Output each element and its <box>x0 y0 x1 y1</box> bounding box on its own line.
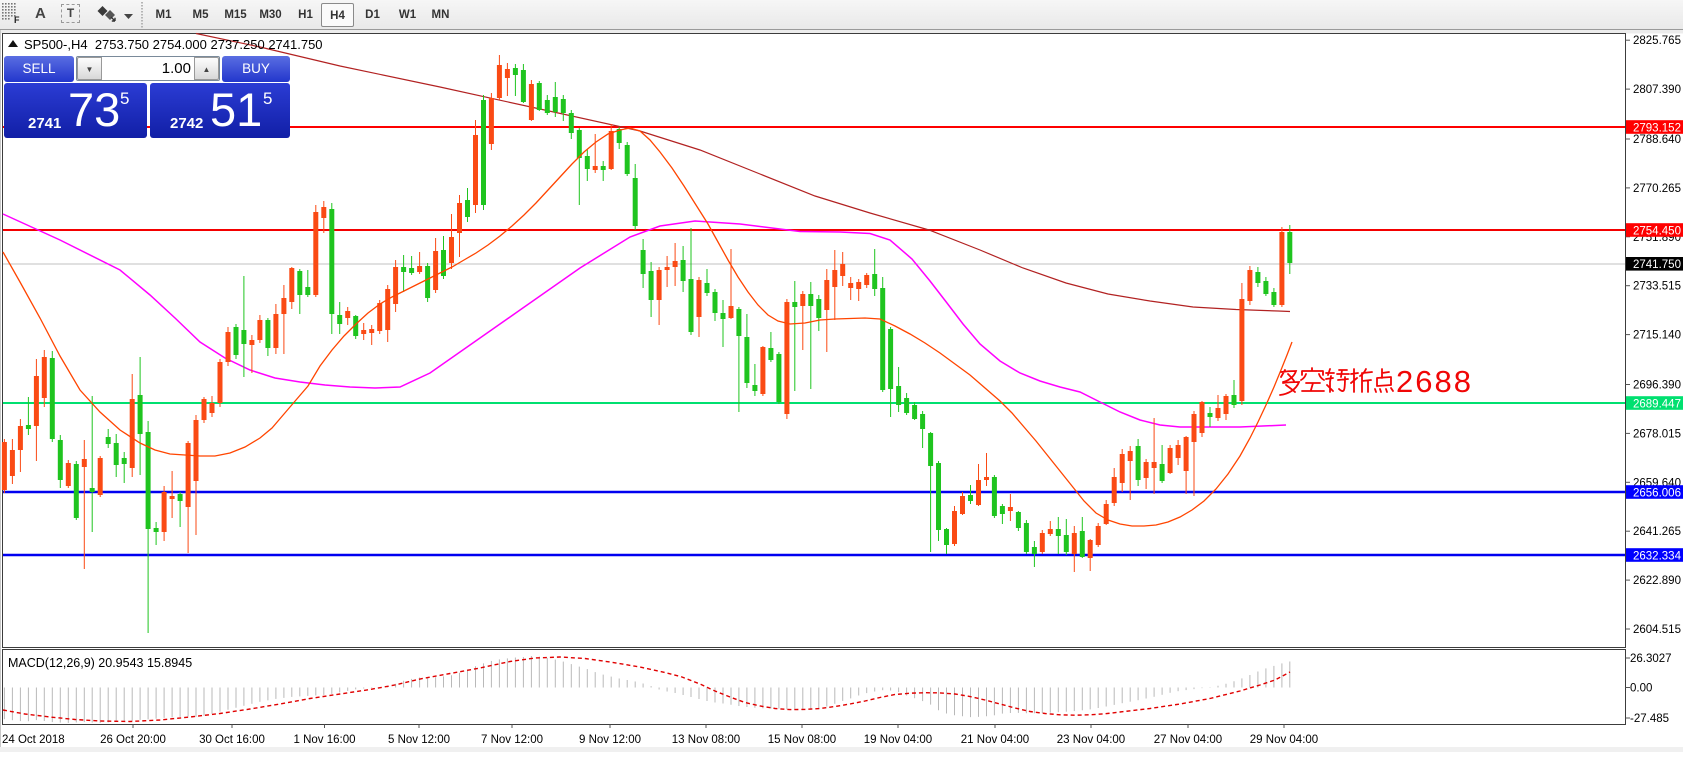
svg-text:5 Nov 12:00: 5 Nov 12:00 <box>388 734 450 746</box>
svg-text:2807.390: 2807.390 <box>1633 84 1681 96</box>
svg-text:2825.765: 2825.765 <box>1633 35 1681 47</box>
svg-text:2622.890: 2622.890 <box>1633 575 1681 587</box>
svg-text:30 Oct 16:00: 30 Oct 16:00 <box>199 734 265 746</box>
svg-text:13 Nov 08:00: 13 Nov 08:00 <box>672 734 740 746</box>
svg-text:26 Oct 20:00: 26 Oct 20:00 <box>100 734 166 746</box>
svg-text:0.00: 0.00 <box>1630 683 1652 695</box>
svg-text:2641.265: 2641.265 <box>1633 526 1681 538</box>
svg-text:2688: 2688 <box>1396 364 1473 399</box>
svg-text:7 Nov 12:00: 7 Nov 12:00 <box>481 734 543 746</box>
svg-text:2715.140: 2715.140 <box>1633 330 1681 342</box>
svg-text:24 Oct 2018: 24 Oct 2018 <box>2 734 65 746</box>
svg-text:27 Nov 04:00: 27 Nov 04:00 <box>1154 734 1222 746</box>
svg-text:9 Nov 12:00: 9 Nov 12:00 <box>579 734 641 746</box>
svg-text:2604.515: 2604.515 <box>1633 624 1681 636</box>
svg-text:2788.640: 2788.640 <box>1633 134 1681 146</box>
svg-text:2689.447: 2689.447 <box>1633 398 1681 410</box>
svg-text:26.3027: 26.3027 <box>1630 653 1672 665</box>
svg-text:1 Nov 16:00: 1 Nov 16:00 <box>293 734 355 746</box>
svg-text:2632.334: 2632.334 <box>1633 550 1682 562</box>
svg-text:MACD(12,26,9) 20.9543 15.8945: MACD(12,26,9) 20.9543 15.8945 <box>8 656 192 670</box>
svg-text:SP500-,H4 2753.750 2754.000 2: SP500-,H4 2753.750 2754.000 2737.250 274… <box>24 37 323 52</box>
svg-text:29 Nov 04:00: 29 Nov 04:00 <box>1250 734 1318 746</box>
svg-text:2733.515: 2733.515 <box>1633 281 1681 293</box>
svg-text:2741.750: 2741.750 <box>1633 259 1681 271</box>
svg-text:19 Nov 04:00: 19 Nov 04:00 <box>864 734 932 746</box>
svg-text:-27.485: -27.485 <box>1630 713 1669 725</box>
svg-text:2656.006: 2656.006 <box>1633 487 1681 499</box>
svg-text:21 Nov 04:00: 21 Nov 04:00 <box>961 734 1029 746</box>
svg-text:F: F <box>14 15 20 24</box>
svg-text:2696.390: 2696.390 <box>1633 380 1681 392</box>
svg-text:2770.265: 2770.265 <box>1633 183 1681 195</box>
svg-text:15 Nov 08:00: 15 Nov 08:00 <box>768 734 836 746</box>
svg-text:23 Nov 04:00: 23 Nov 04:00 <box>1057 734 1125 746</box>
svg-text:2678.015: 2678.015 <box>1633 428 1681 440</box>
svg-text:2754.450: 2754.450 <box>1633 225 1681 237</box>
svg-text:2793.152: 2793.152 <box>1633 122 1681 134</box>
